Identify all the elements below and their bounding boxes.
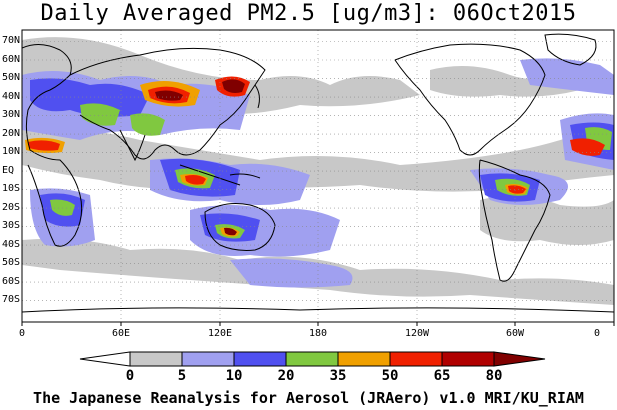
colorbar-label: 80 (485, 368, 503, 384)
colorbar-label: 10 (225, 368, 243, 384)
colorbar-segment-darkred (441, 351, 495, 367)
colorbar-label: 0 (125, 368, 135, 384)
lat-label: 60N (2, 54, 21, 65)
colorbar-segment-gray (129, 351, 183, 367)
colorbar-label: 35 (329, 368, 347, 384)
lat-label: 70N (2, 35, 21, 46)
credit-line: The Japanese Reanalysis for Aerosol (JRA… (33, 389, 584, 407)
axis-ticks (21, 322, 615, 326)
lat-label: 20N (2, 128, 21, 139)
lat-label: 10S (2, 183, 21, 194)
colorbar-segment-maroon (493, 351, 546, 367)
lat-label: 40N (2, 91, 21, 102)
lat-label: 30N (2, 109, 21, 120)
colorbar-segment-orange (337, 351, 391, 367)
lat-label: 10N (2, 146, 21, 157)
colorbar-label: 50 (381, 368, 399, 384)
colorbar-label: 20 (277, 368, 295, 384)
lon-label: 120W (404, 328, 430, 339)
lat-label: 40S (2, 239, 21, 250)
lat-label: 50S (2, 257, 21, 268)
lon-label: 60W (505, 328, 525, 339)
lat-label: 20S (2, 202, 21, 213)
map-title: Daily Averaged PM2.5 [ug/m3]: 06Oct2015 (40, 1, 577, 26)
colorbar-segment-white (79, 351, 131, 367)
lat-label: 60S (2, 276, 21, 287)
lat-label: 50N (2, 72, 21, 83)
colorbar-segment-lightblue (181, 351, 235, 367)
colorbar (79, 351, 546, 367)
lon-label: 120E (207, 328, 233, 339)
lat-label: 70S (2, 294, 21, 305)
coastlines (22, 33, 614, 313)
lon-label: 0 (18, 328, 26, 339)
colorbar-segment-red (389, 351, 443, 367)
graticule (22, 30, 614, 322)
colorbar-label: 5 (177, 368, 187, 384)
lat-label: EQ (2, 165, 15, 176)
colorbar-label: 65 (433, 368, 451, 384)
lon-label: 60E (111, 328, 131, 339)
colorbar-segment-green (285, 351, 339, 367)
colorbar-segment-blue (233, 351, 287, 367)
lon-label: 180 (308, 328, 328, 339)
lon-label: 0 (593, 328, 601, 339)
lat-label: 30S (2, 220, 21, 231)
